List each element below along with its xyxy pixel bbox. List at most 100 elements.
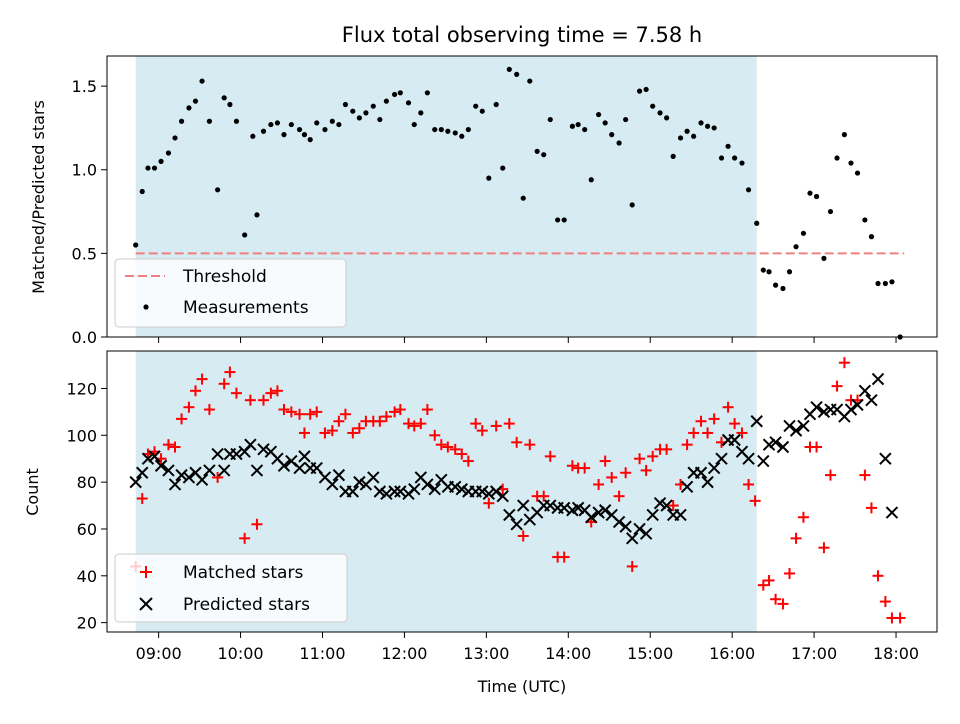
- measurement-point: [862, 217, 868, 223]
- matched-star-point: [394, 404, 406, 416]
- measurement-point: [889, 279, 895, 285]
- x-tick-label: 10:00: [217, 644, 263, 663]
- legend-predicted-label: Predicted stars: [183, 595, 310, 615]
- x-tick-label: 16:00: [709, 644, 755, 663]
- measurement-point: [766, 269, 772, 275]
- measurement-point: [186, 105, 192, 111]
- matched-star-point: [797, 511, 809, 523]
- predicted-star-point: [195, 473, 209, 486]
- predicted-star-point: [639, 527, 653, 540]
- predicted-star-point: [646, 508, 659, 522]
- legend-measurements-swatch: [143, 304, 149, 310]
- matched-star-point: [408, 420, 420, 432]
- matched-star-point: [476, 425, 488, 437]
- measurement-point: [725, 143, 731, 149]
- predicted-star-point: [476, 485, 489, 498]
- matched-star-point: [333, 415, 345, 427]
- predicted-star-point: [571, 501, 585, 515]
- measurement-point: [363, 110, 369, 116]
- ratio-legend: Threshold Measurements: [114, 258, 347, 328]
- count-y-axis-label: Count: [23, 468, 42, 516]
- ratio-y-axis-label: Matched/Predicted stars: [29, 100, 48, 294]
- matched-star-point: [634, 453, 646, 465]
- predicted-star-point: [136, 466, 149, 479]
- matched-star-point: [894, 612, 906, 624]
- matched-star-point: [695, 415, 707, 427]
- measurement-point: [670, 153, 676, 159]
- matched-star-point: [688, 427, 700, 439]
- matched-star-point: [708, 413, 720, 425]
- matched-star-point: [415, 418, 427, 430]
- measurement-point: [424, 90, 430, 96]
- predicted-star-point: [865, 393, 878, 407]
- measurement-point: [329, 118, 335, 124]
- measurement-point: [629, 202, 635, 208]
- x-tick-label: 18:00: [873, 644, 919, 663]
- predicted-star-point: [367, 471, 380, 484]
- measurement-point: [296, 126, 303, 133]
- measurement-point: [445, 128, 451, 134]
- matched-star-point: [722, 401, 734, 413]
- matched-star-point: [647, 450, 659, 462]
- measurement-point: [336, 121, 342, 128]
- matched-star-point: [811, 441, 823, 453]
- predicted-star-point: [154, 459, 168, 472]
- predicted-star-point: [694, 466, 708, 479]
- matched-star-point: [176, 413, 188, 425]
- predicted-star-point: [346, 485, 360, 498]
- count-legend-box: [114, 553, 348, 623]
- measurement-point: [500, 165, 506, 171]
- measurement-point: [165, 150, 172, 156]
- matched-star-point: [294, 408, 306, 420]
- matched-star-point: [347, 427, 359, 439]
- measurement-point: [854, 170, 861, 176]
- predicted-star-point: [885, 506, 899, 519]
- measurement-point: [664, 115, 670, 121]
- matched-star-point: [449, 443, 461, 455]
- measurement-point: [596, 111, 602, 118]
- matched-star-point: [212, 471, 224, 483]
- matched-star-point: [490, 420, 502, 432]
- matched-star-point: [326, 425, 338, 437]
- predicted-star-point: [510, 518, 523, 531]
- measurement-point: [527, 78, 533, 84]
- count-y-axis: 20 40 60 80 100 120: [66, 379, 107, 633]
- matched-star-point: [271, 385, 283, 397]
- measurement-point: [281, 132, 287, 138]
- chart-title: Flux total observing time = 7.58 h: [342, 23, 702, 47]
- measurement-point: [698, 120, 704, 126]
- predicted-star-point: [496, 489, 509, 503]
- matched-star-point: [278, 404, 290, 416]
- predicted-star-point: [517, 499, 530, 512]
- predicted-star-point: [680, 480, 694, 494]
- measurement-point: [691, 133, 697, 139]
- measurement-point: [754, 220, 760, 226]
- predicted-star-point: [660, 499, 673, 512]
- matched-star-point: [462, 455, 474, 467]
- measurement-point: [438, 126, 444, 133]
- measurement-point: [479, 108, 485, 114]
- legend-threshold-label: Threshold: [182, 267, 267, 287]
- measurement-point: [221, 95, 227, 101]
- y-tick-label: 0.0: [72, 328, 97, 347]
- y-tick-label: 120: [66, 379, 97, 398]
- measurement-point: [260, 128, 267, 134]
- measurement-point: [793, 244, 799, 250]
- matched-star-point: [251, 518, 263, 530]
- matched-star-point: [442, 441, 454, 453]
- measurement-point: [547, 116, 553, 123]
- matched-star-point: [544, 450, 556, 462]
- measurement-point: [514, 71, 520, 77]
- predicted-star-point: [175, 468, 188, 482]
- predicted-star-point: [293, 461, 306, 475]
- measurement-point: [623, 116, 629, 123]
- measurement-point: [301, 132, 308, 138]
- predicted-star-point: [653, 497, 667, 510]
- matched-star-point: [218, 378, 230, 390]
- measurement-point: [465, 126, 471, 133]
- measurement-point: [780, 285, 786, 292]
- matched-star-point: [879, 596, 891, 608]
- matched-star-point: [511, 436, 523, 448]
- measurement-point: [813, 193, 820, 200]
- matched-star-point: [239, 532, 251, 544]
